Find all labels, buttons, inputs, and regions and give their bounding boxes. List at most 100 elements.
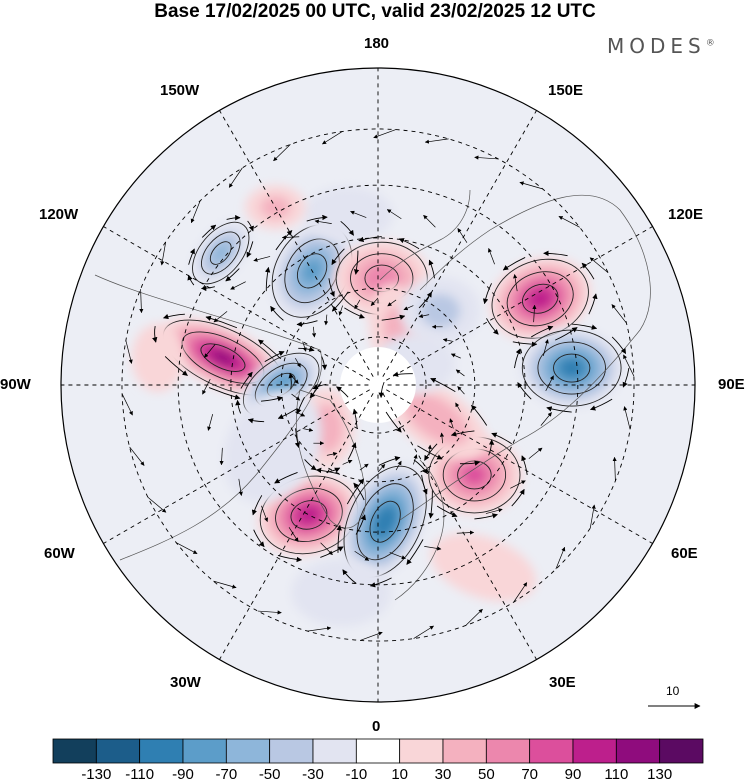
wind-arrow — [251, 495, 263, 516]
wind-arrow — [532, 304, 537, 323]
wind-arrow — [190, 200, 201, 224]
wind-arrow — [306, 214, 328, 222]
lon-label-150w: 150W — [160, 82, 200, 99]
map-title: Base 17/02/2025 00 UTC, valid 23/02/2025… — [154, 1, 596, 22]
contour-line — [209, 241, 232, 265]
wind-arrow — [542, 339, 549, 356]
wind-arrow — [352, 408, 358, 429]
wind-arrow — [450, 353, 461, 359]
meridian-line — [212, 99, 374, 377]
wind-arrow — [324, 314, 329, 326]
wind-arrow — [588, 293, 598, 315]
wind-arrow — [121, 393, 133, 416]
colorbar-swatch — [52, 738, 97, 764]
anomaly-a10 — [341, 463, 429, 581]
wind-arrow — [338, 305, 343, 316]
wind-arrow — [392, 371, 413, 377]
brand-text: MODES — [607, 34, 706, 58]
wind-arrow — [439, 432, 445, 444]
lon-label-90e: 90E — [718, 376, 745, 393]
wind-arrow — [513, 582, 528, 603]
wind-arrow — [201, 224, 217, 238]
wind-arrow — [413, 459, 428, 475]
wind-arrow — [427, 444, 432, 456]
colorbar-swatch — [182, 738, 227, 764]
wind-arrow — [228, 167, 243, 188]
wind-arrow — [406, 539, 424, 565]
wind-arrow — [129, 446, 145, 466]
wind-arrow — [457, 386, 465, 395]
wind-arrow — [465, 608, 483, 626]
wind-arrow — [510, 480, 526, 489]
wind-arrow — [355, 514, 367, 535]
wind-arrow — [387, 299, 397, 307]
colorbar-tick-label: 130 — [647, 766, 673, 783]
anomaly-band — [212, 351, 234, 365]
contour-line — [290, 500, 328, 530]
lon-label-60w: 60W — [44, 545, 75, 562]
wind-arrow — [370, 297, 379, 307]
wind-arrow — [377, 463, 386, 473]
colorbar-tick-label: 70 — [521, 766, 538, 783]
wind-arrow — [482, 283, 492, 305]
wind-arrow — [147, 496, 167, 513]
wind-arrow — [307, 626, 332, 632]
wind-arrow — [296, 397, 305, 415]
wind-arrow — [302, 341, 307, 352]
wind-arrow — [320, 542, 333, 556]
latitude-circle — [280, 287, 476, 483]
brand-mark: ® — [705, 38, 715, 49]
wind-arrow — [424, 546, 442, 551]
wind-arrow — [261, 505, 269, 522]
colorbar-swatch — [139, 738, 184, 764]
wind-arrow — [230, 281, 246, 290]
wind-arrow — [208, 387, 241, 400]
colorbar-tick-label: 110 — [604, 766, 629, 783]
wind-arrow — [347, 442, 357, 460]
wind-arrow — [471, 404, 488, 426]
wind-arrow — [512, 341, 538, 347]
wind-arrow — [225, 268, 240, 282]
graticule — [61, 68, 695, 702]
anomaly-band — [559, 358, 585, 378]
wind-arrow — [611, 304, 627, 324]
wind-arrow — [213, 311, 228, 323]
coast-scandinavia — [394, 459, 445, 601]
wind-arrow — [213, 580, 237, 589]
pole-blank — [340, 347, 416, 423]
wind-arrow — [521, 455, 528, 475]
wind-arrow — [295, 411, 306, 417]
wind-arrow — [421, 474, 428, 495]
wind-arrow — [558, 216, 580, 228]
wind-arrow — [590, 398, 613, 411]
wind-arrow — [455, 369, 465, 377]
wind-arrow — [152, 325, 158, 343]
wind-arrow — [528, 447, 543, 459]
colorbar-tick-label: 50 — [477, 766, 495, 783]
wind-arrow — [555, 327, 578, 341]
wind-arrow — [450, 430, 475, 437]
wind-arrow — [353, 250, 360, 275]
anomaly-band — [462, 464, 487, 485]
map-boundary — [60, 67, 696, 703]
lon-label-0: 0 — [372, 718, 381, 735]
colorbar-swatch — [225, 738, 271, 764]
wind-arrow — [238, 478, 243, 497]
contour-line — [553, 353, 591, 383]
colorbar-tick-label: -30 — [302, 766, 324, 783]
contour-line — [521, 283, 559, 314]
wind-arrow — [294, 428, 301, 448]
wind-arrow — [331, 291, 349, 312]
wind-arrow — [413, 454, 418, 465]
lon-label-150e: 150E — [548, 82, 584, 99]
colorbar-swatch — [615, 738, 661, 764]
wind-arrow — [205, 315, 238, 329]
contour-a6 — [192, 221, 250, 285]
colorbar-tick-label: 90 — [564, 766, 582, 783]
wind-arrow — [423, 214, 436, 228]
wind-arrow — [622, 367, 630, 388]
contour-line — [200, 343, 246, 372]
colorbar-tick-label: 10 — [391, 766, 408, 783]
wind-arrow — [381, 314, 406, 321]
wind-arrow — [235, 399, 242, 414]
